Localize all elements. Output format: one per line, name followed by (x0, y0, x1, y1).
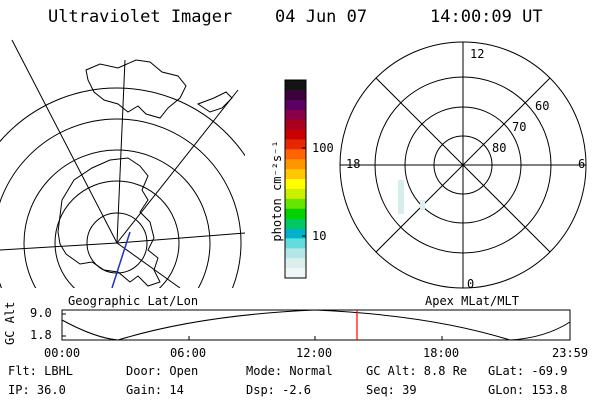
xtick-1800: 18:00 (423, 346, 460, 360)
xtick-0600: 06:00 (170, 346, 207, 360)
colorbar-segment (285, 258, 306, 269)
colorbar-segment (285, 218, 306, 229)
colorbar-segment (285, 208, 306, 220)
antarctica-coastline (57, 157, 161, 287)
colorbar-segment (285, 179, 306, 190)
meridian-3 (0, 242, 118, 251)
colorbar-segment (285, 89, 306, 101)
new-zealand-coastline (196, 91, 233, 113)
subsolar-line (111, 231, 131, 288)
colorbar-segment (285, 268, 306, 279)
colorbar-segment (285, 198, 306, 210)
mlt-label-18: 18 (346, 157, 361, 171)
instrument-title: Ultraviolet Imager (48, 7, 233, 27)
colorbar (285, 80, 306, 279)
xtick-2359: 23:59 (552, 346, 589, 360)
lat-label-60: 60 (535, 99, 550, 113)
colorbar-segment (285, 188, 306, 200)
colorbar-segment (285, 248, 306, 259)
apex-polar-plot (339, 41, 587, 289)
filter-status: Flt: LBHL (8, 364, 74, 378)
meridian-4 (11, 39, 118, 244)
mlt-label-12: 12 (470, 47, 485, 61)
colorbar-segment (285, 159, 306, 170)
colorbar-tick-100: 100 (312, 141, 334, 155)
colorbar-segment (285, 149, 306, 160)
altitude-curve (61, 309, 571, 341)
time-label: 14:00:09 UT (430, 7, 543, 27)
date-label: 04 Jun 07 (275, 7, 368, 27)
gc-alt-status: GC Alt: 8.8 Re (366, 364, 468, 378)
gain-status: Gain: 14 (126, 383, 184, 397)
lat-ring-5 (0, 87, 245, 157)
meridian-2 (116, 232, 245, 244)
mlt-label-6: 6 (578, 157, 586, 171)
colorbar-segment (285, 238, 306, 249)
colorbar-unit-label: photon cm⁻²s⁻¹ (270, 140, 284, 242)
colorbar-segment (285, 109, 306, 121)
lat-label-80: 80 (492, 141, 507, 155)
lat-ring-4 (0, 118, 242, 288)
dsp-status: Dsp: -2.6 (246, 383, 312, 397)
meridian-1 (116, 89, 239, 244)
australia-coastline (85, 59, 187, 119)
colorbar-segment (285, 228, 306, 239)
glat-status: GLat: -69.9 (488, 364, 568, 378)
altitude-ytick-9: 9.0 (30, 306, 52, 320)
door-status: Door: Open (126, 364, 199, 378)
colorbar-segment (285, 139, 306, 150)
lat-ring-3 (23, 149, 211, 288)
ip-status: IP: 36.0 (8, 383, 66, 397)
colorbar-segment (285, 129, 306, 140)
left-map-label: Geographic Lat/Lon (68, 294, 199, 308)
lat-ring-2 (54, 180, 180, 288)
meridian-6 (116, 242, 181, 288)
colorbar-tick-10: 10 (312, 229, 327, 243)
colorbar-segment (285, 99, 306, 111)
seq-status: Seq: 39 (366, 383, 417, 397)
mode-status: Mode: Normal (246, 364, 333, 378)
meridian-5 (116, 59, 126, 244)
altitude-ytick-1.8: 1.8 (30, 328, 52, 342)
aurora-speckle (398, 180, 404, 214)
glon-status: GLon: 153.8 (488, 383, 568, 397)
geographic-map (0, 39, 245, 288)
mlt-label-0: 0 (467, 277, 475, 291)
colorbar-segment (285, 80, 306, 91)
right-map-label: Apex MLat/MLT (425, 294, 519, 308)
colorbar-frame (284, 79, 307, 279)
mlt-line-diag2 (375, 77, 551, 253)
colorbar-segment (285, 169, 306, 180)
altitude-ylabel: GC Alt (3, 301, 17, 345)
lat-label-70: 70 (512, 120, 527, 134)
xtick-0000: 00:00 (44, 346, 81, 360)
colorbar-segment (285, 119, 306, 130)
aurora-speckle-2 (420, 200, 425, 210)
xtick-1200: 12:00 (296, 346, 333, 360)
altitude-plot (61, 309, 571, 341)
